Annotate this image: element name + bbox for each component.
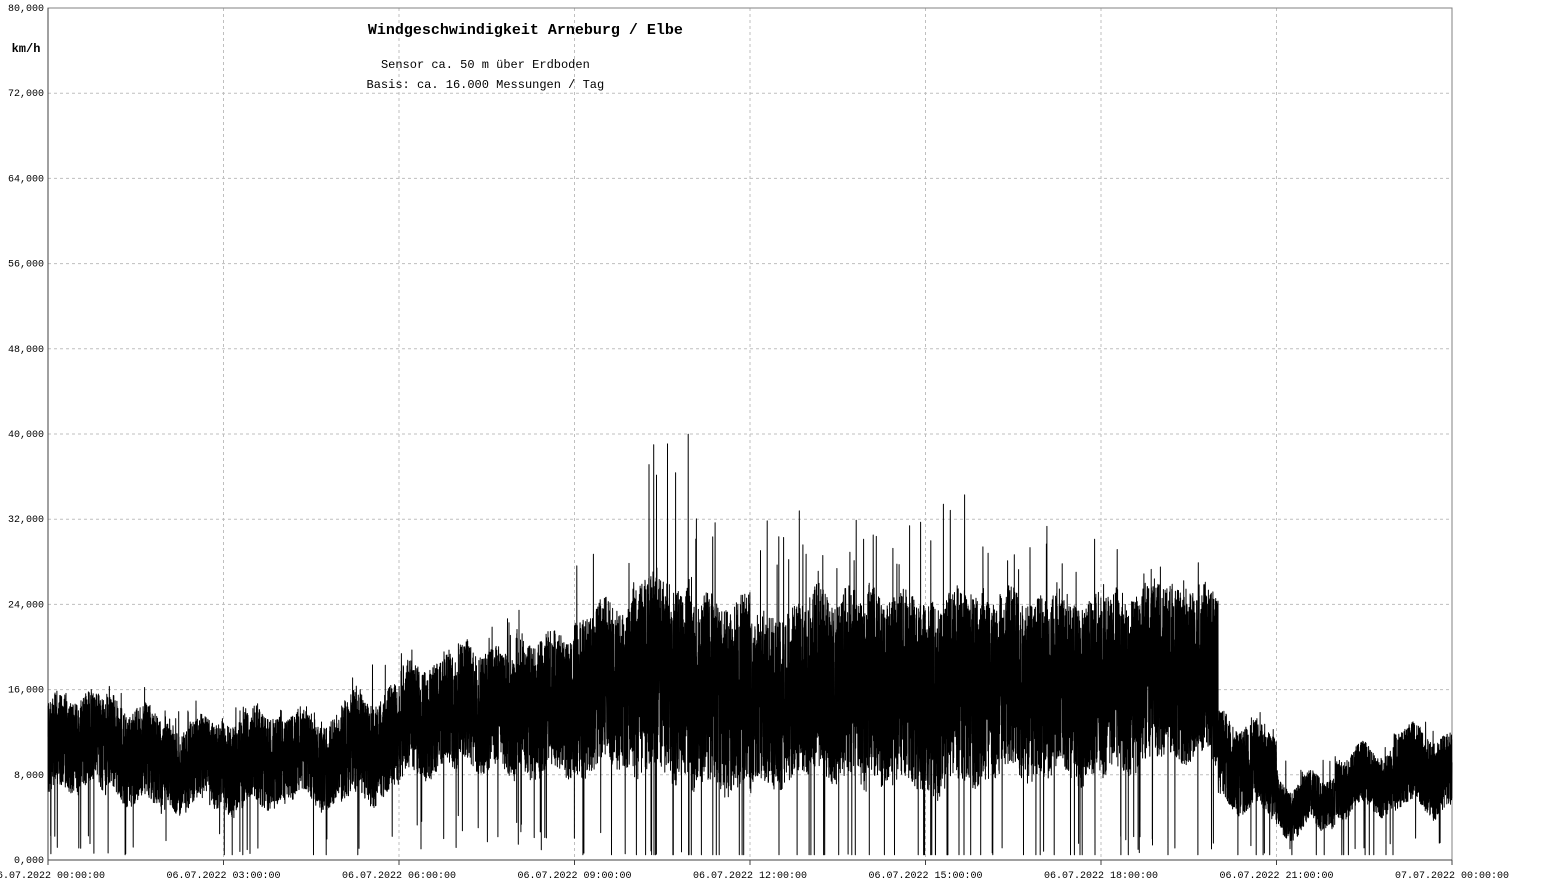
x-tick-label: 06.07.2022 09:00:00 bbox=[517, 871, 631, 882]
y-axis-label: km/h bbox=[12, 42, 41, 56]
x-tick-label: 06.07.2022 12:00:00 bbox=[693, 871, 807, 882]
y-tick-label: 0,000 bbox=[14, 856, 44, 867]
chart-title: Windgeschwindigkeit Arneburg / Elbe bbox=[368, 22, 683, 39]
y-tick-label: 32,000 bbox=[8, 515, 44, 526]
chart-subtitle-1: Sensor ca. 50 m über Erdboden bbox=[381, 58, 590, 72]
y-tick-label: 64,000 bbox=[8, 174, 44, 185]
chart-container: 0,000 8,000 16,000 24,000 32,000 40,000 48,000… bbox=[0, 0, 1567, 889]
y-tick-label: 16,000 bbox=[8, 686, 44, 697]
y-tick-label: 48,000 bbox=[8, 345, 44, 356]
chart-subtitle-2: Basis: ca. 16.000 Messungen / Tag bbox=[367, 78, 605, 92]
y-tick-label: 40,000 bbox=[8, 430, 44, 441]
x-tick-label: 06.07.2022 06:00:00 bbox=[342, 871, 456, 882]
x-tick-label: 06.07.2022 15:00:00 bbox=[868, 871, 982, 882]
wind-speed-chart: 0,000 8,000 16,000 24,000 32,000 40,000 48,000… bbox=[0, 0, 1567, 889]
x-tick-label: 06.07.2022 00:00:00 bbox=[0, 871, 105, 882]
y-tick-label: 72,000 bbox=[8, 89, 44, 100]
y-tick-label: 80,000 bbox=[8, 4, 44, 15]
y-tick-label: 56,000 bbox=[8, 260, 44, 271]
x-tick-label: 06.07.2022 03:00:00 bbox=[166, 871, 280, 882]
x-tick-label: 06.07.2022 21:00:00 bbox=[1219, 871, 1333, 882]
y-tick-label: 8,000 bbox=[14, 771, 44, 782]
x-tick-label: 06.07.2022 18:00:00 bbox=[1044, 871, 1158, 882]
x-tick-label: 07.07.2022 00:00:00 bbox=[1395, 871, 1509, 882]
y-tick-label: 24,000 bbox=[8, 600, 44, 611]
